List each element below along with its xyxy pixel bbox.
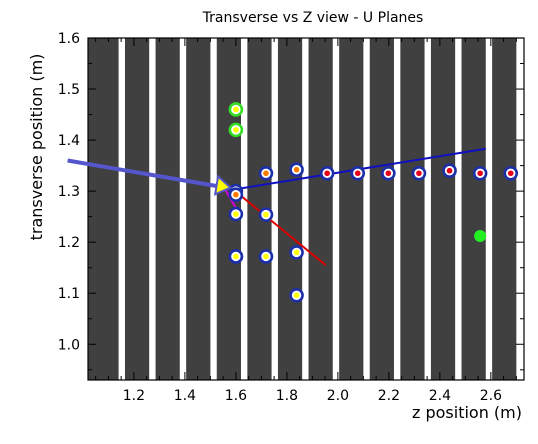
hit-marker-center: [233, 191, 239, 198]
y-tick-label: 1.0: [58, 337, 80, 353]
hit-marker-center: [293, 249, 300, 256]
hit-marker-center: [507, 170, 514, 177]
x-axis-label: z position (m): [412, 403, 522, 422]
y-tick-label: 1.1: [58, 286, 80, 302]
hit-marker-center: [354, 170, 361, 177]
x-tick-label: 2.2: [378, 388, 400, 404]
track-line: [232, 188, 327, 266]
axes: 1.2 1.4 1.6 1.8 2.0 2.2 2.4 2.6 1.0 1.1 1.2 1.3 1.4 1…: [58, 31, 525, 404]
background-stripe: [88, 38, 119, 380]
x-tick-label: 2.4: [429, 388, 451, 404]
hit-marker-center: [324, 170, 330, 177]
plot-frame: [87, 37, 525, 381]
background-stripe: [186, 38, 211, 380]
background-stripe: [277, 38, 303, 380]
hit-marker-center: [293, 292, 300, 299]
chart-title: Transverse vs Z view - U Planes: [202, 10, 424, 26]
y-tick-label: 1.5: [58, 82, 80, 98]
y-tick-label: 1.6: [58, 31, 80, 47]
x-tick-label: 1.6: [225, 388, 247, 404]
hit-marker-center: [263, 253, 269, 260]
y-tick-label: 1.3: [58, 184, 80, 200]
x-tick-label: 1.8: [276, 388, 298, 404]
y-tick-label: 1.4: [58, 133, 80, 149]
background-stripe: [308, 38, 333, 380]
background-stripe: [461, 38, 486, 380]
hit-marker-center: [416, 170, 422, 177]
background-stripe: [430, 38, 456, 380]
overlay: [67, 158, 233, 196]
plot-content: [88, 38, 524, 380]
background-stripe: [124, 38, 150, 380]
y-axis-label: transverse position (m): [27, 54, 46, 241]
x-tick-label: 2.0: [327, 388, 349, 404]
background-stripe: [369, 38, 394, 380]
background-stripe: [400, 38, 425, 380]
x-tick-label: 2.6: [480, 388, 502, 404]
hit-marker-center: [233, 211, 239, 217]
plot-background: [88, 38, 524, 380]
y-tick-label: 1.2: [58, 235, 80, 251]
x-tick-label: 1.4: [174, 388, 196, 404]
hit-marker-center: [263, 170, 269, 177]
hit-marker-center: [293, 166, 300, 173]
background-stripe: [339, 38, 364, 380]
incoming-arrow-head: [213, 174, 233, 196]
incoming-arrow-shaft: [67, 158, 217, 189]
plot-area: [88, 38, 524, 380]
background-stripe: [492, 38, 517, 380]
x-tick-label: 1.2: [123, 388, 145, 404]
hit-marker-center: [233, 127, 239, 133]
hit-marker-center: [233, 106, 239, 113]
hit-marker: [474, 230, 487, 243]
hit-marker-center: [263, 211, 269, 218]
hit-marker-center: [446, 167, 453, 174]
hit-marker-center: [477, 170, 483, 177]
background-stripe: [155, 38, 180, 380]
hit-marker-center: [233, 253, 239, 260]
hit-marker-center: [385, 170, 392, 177]
